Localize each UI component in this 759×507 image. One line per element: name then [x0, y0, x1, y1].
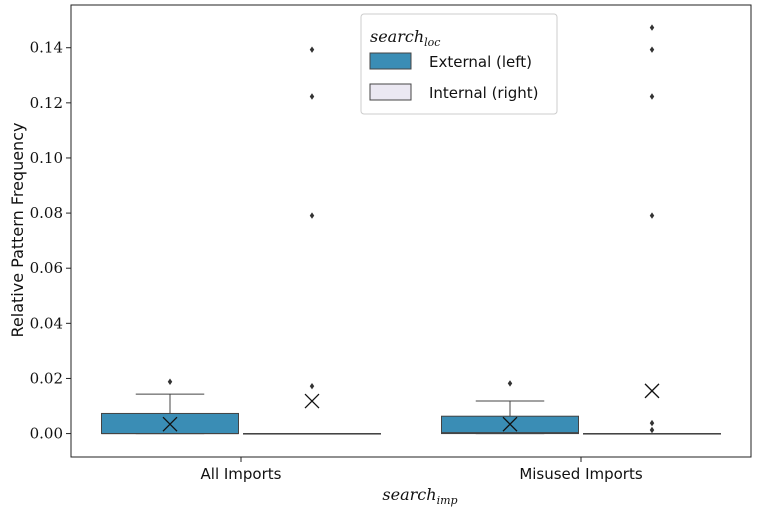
legend-label-external: External (left)	[429, 53, 532, 71]
mean-marker	[304, 393, 320, 409]
outlier-point	[507, 380, 513, 387]
y-tick-label: 0.10	[30, 149, 63, 167]
mean-marker	[162, 416, 178, 432]
mean-marker	[644, 383, 660, 399]
legend-title: searchloc	[370, 27, 440, 49]
y-tick-label: 0.00	[30, 425, 63, 443]
outlier-point	[649, 419, 655, 427]
x-axis-label-sub: imp	[437, 494, 458, 507]
outlier-point	[167, 378, 173, 385]
legend: searchloc External (left) Internal (righ…	[360, 13, 558, 115]
y-tick-label: 0.14	[30, 39, 63, 57]
y-tick-label: 0.06	[30, 259, 63, 277]
outlier-point	[649, 24, 655, 31]
x-axis-label: searchimp	[382, 485, 457, 507]
legend-swatch-internal	[369, 83, 412, 101]
legend-title-main: search	[370, 27, 424, 46]
legend-title-sub: loc	[424, 36, 440, 49]
box-internal-0	[243, 46, 381, 435]
legend-swatch-external	[369, 52, 412, 70]
box-internal-1	[583, 24, 721, 435]
legend-label-internal: Internal (right)	[429, 84, 539, 102]
outlier-point	[649, 426, 655, 434]
box-layer	[101, 24, 721, 435]
box-external-0	[101, 378, 239, 435]
tick-layer: 0.00 0.02 0.04 0.06 0.08 0.10 0.12 0.14 All Impo…	[30, 39, 643, 483]
outlier-point	[649, 212, 655, 219]
outlier-point	[309, 212, 315, 219]
x-tick-label: All Imports	[201, 465, 282, 483]
outlier-point	[309, 46, 315, 53]
y-tick-label: 0.08	[30, 204, 63, 222]
y-axis-label: Relative Pattern Frequency	[8, 123, 27, 338]
outlier-point	[309, 382, 315, 390]
plot-frame	[70, 4, 752, 458]
x-tick-label: Misused Imports	[519, 465, 643, 483]
outlier-point	[309, 93, 315, 100]
y-tick-label: 0.02	[30, 369, 63, 387]
outlier-point	[649, 93, 655, 100]
mean-marker	[502, 416, 518, 432]
y-tick-label: 0.04	[30, 314, 63, 332]
y-tick-label: 0.12	[30, 94, 63, 112]
box-external-1	[441, 380, 579, 435]
outlier-point	[649, 46, 655, 53]
x-axis-label-main: search	[382, 485, 436, 504]
